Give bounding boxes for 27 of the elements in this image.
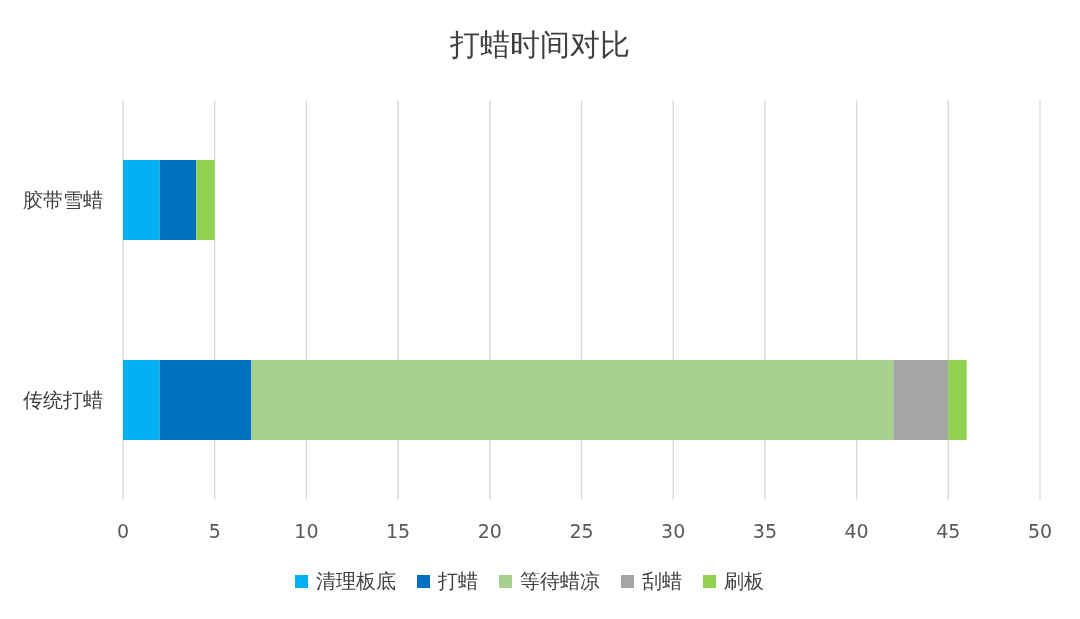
x-tick-label: 30 (661, 520, 686, 542)
x-tick-label: 35 (752, 520, 777, 542)
bar (893, 360, 949, 440)
bar (123, 160, 160, 240)
bar (123, 360, 160, 440)
x-tick-label: 15 (386, 520, 411, 542)
legend-label: 打蜡 (437, 569, 478, 593)
x-tick-label: 5 (208, 520, 221, 542)
x-tick-label: 50 (1027, 520, 1053, 542)
bar (251, 360, 894, 440)
x-tick-label: 40 (844, 520, 869, 542)
bar (948, 360, 967, 440)
chart-title: 打蜡时间对比 (449, 27, 630, 62)
bar (159, 160, 197, 240)
x-tick-label: 25 (569, 520, 594, 542)
legend-label: 刷板 (724, 569, 764, 593)
y-tick-label: 胶带雪蜡 (23, 188, 103, 212)
legend-label: 刮蜡 (642, 569, 682, 593)
x-tick-label: 20 (477, 520, 502, 542)
legend-label: 等待蜡凉 (520, 569, 600, 593)
bar (159, 360, 252, 440)
y-tick-label: 传统打蜡 (23, 388, 103, 412)
x-tick-label: 45 (936, 520, 961, 542)
bar (196, 160, 215, 240)
legend-label: 清理板底 (316, 569, 396, 593)
x-tick-label: 0 (116, 520, 130, 542)
x-tick-label: 10 (294, 520, 319, 542)
